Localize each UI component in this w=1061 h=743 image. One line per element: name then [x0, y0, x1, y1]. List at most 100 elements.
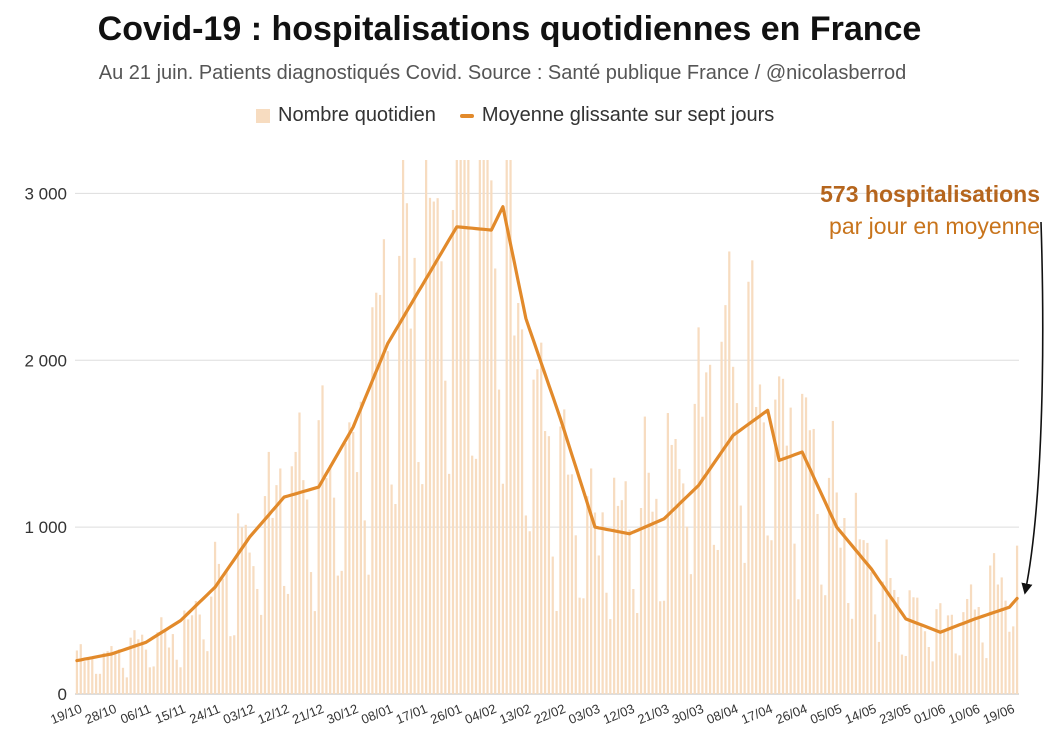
- bar: [778, 376, 781, 694]
- bar: [444, 380, 447, 694]
- bar: [118, 649, 121, 694]
- bar: [371, 307, 374, 694]
- bar: [156, 632, 159, 694]
- bar: [920, 623, 923, 694]
- annotation-line1: 573 hospitalisations: [820, 181, 1040, 207]
- bar: [413, 257, 416, 694]
- bar: [593, 512, 597, 694]
- bar: [98, 673, 102, 694]
- bar: [766, 535, 769, 694]
- bar: [659, 601, 662, 694]
- bar: [873, 614, 877, 694]
- bar: [213, 541, 217, 694]
- bar: [252, 566, 255, 694]
- bar: [705, 372, 708, 694]
- annotation: 573 hospitalisations par jour en moyenne: [820, 178, 1040, 242]
- bar: [505, 160, 508, 694]
- gridlines: [75, 192, 1019, 695]
- bar: [590, 468, 593, 694]
- bar: [597, 555, 600, 694]
- bar: [290, 466, 293, 694]
- bar: [774, 399, 777, 694]
- bar: [885, 539, 888, 694]
- bar: [536, 369, 539, 694]
- bar: [559, 426, 562, 694]
- y-tick-label: 2 000: [24, 351, 67, 370]
- x-tick-label: 21/03: [635, 701, 671, 727]
- legend-label-bars: Nombre quotidien: [278, 104, 436, 126]
- bar: [816, 513, 819, 694]
- bar: [317, 420, 320, 694]
- x-tick-label: 12/12: [255, 701, 291, 727]
- series-line: [75, 205, 1019, 663]
- bar: [812, 428, 815, 694]
- bar: [954, 653, 957, 694]
- bar: [943, 630, 946, 694]
- bar: [620, 500, 623, 694]
- bar: [563, 409, 566, 694]
- bar: [298, 412, 301, 694]
- bar: [509, 160, 512, 694]
- bar: [893, 589, 896, 694]
- bar: [329, 465, 332, 694]
- bar: [647, 472, 650, 694]
- x-tick-label: 10/06: [946, 701, 982, 727]
- bar: [417, 462, 420, 694]
- bar: [904, 655, 907, 694]
- bar: [962, 612, 965, 694]
- bar: [425, 160, 428, 694]
- bar: [486, 160, 489, 694]
- bar: [674, 439, 677, 694]
- bar: [996, 584, 1000, 694]
- bar: [283, 585, 286, 694]
- x-tick-label: 08/04: [704, 701, 740, 727]
- bar: [217, 563, 221, 694]
- bar: [835, 492, 838, 694]
- bar: [808, 430, 811, 694]
- bar: [981, 642, 984, 694]
- bar: [401, 160, 405, 694]
- annotation-line2: par jour en moyenne: [829, 213, 1040, 239]
- bar: [459, 160, 462, 694]
- bars-layer: [75, 160, 1019, 695]
- bar: [950, 614, 953, 694]
- bar: [839, 547, 842, 694]
- bar: [1015, 545, 1019, 694]
- y-tick-label: 3 000: [24, 184, 67, 203]
- bar: [708, 364, 712, 694]
- bar: [183, 610, 186, 694]
- bar: [386, 351, 389, 694]
- bar: [91, 657, 94, 694]
- x-tick-label: 14/05: [843, 701, 879, 727]
- legend-label-line: Moyenne glissante sur sept jours: [481, 104, 775, 126]
- x-tick-label: 03/12: [221, 701, 257, 727]
- bar: [1012, 626, 1015, 694]
- x-tick-label: 30/03: [670, 701, 706, 727]
- bar: [716, 549, 719, 694]
- bar: [83, 661, 86, 694]
- x-tick-label: 13/02: [497, 701, 533, 727]
- bar: [405, 203, 409, 694]
- bar: [731, 366, 735, 694]
- legend-swatch-line: [459, 113, 474, 118]
- bar: [202, 639, 205, 694]
- bar: [340, 570, 343, 694]
- bar: [421, 484, 424, 694]
- bar: [697, 327, 700, 694]
- bar: [747, 281, 750, 694]
- bar: [578, 597, 581, 694]
- bar: [390, 484, 393, 694]
- bar: [332, 497, 336, 694]
- bar: [927, 646, 930, 694]
- bar: [517, 303, 520, 694]
- bar: [79, 644, 82, 694]
- x-tick-label: 17/04: [739, 701, 775, 727]
- bar: [344, 443, 347, 694]
- bar: [436, 198, 439, 694]
- bar: [739, 505, 742, 694]
- bar: [797, 599, 800, 694]
- bar: [666, 413, 669, 694]
- bar: [148, 667, 151, 694]
